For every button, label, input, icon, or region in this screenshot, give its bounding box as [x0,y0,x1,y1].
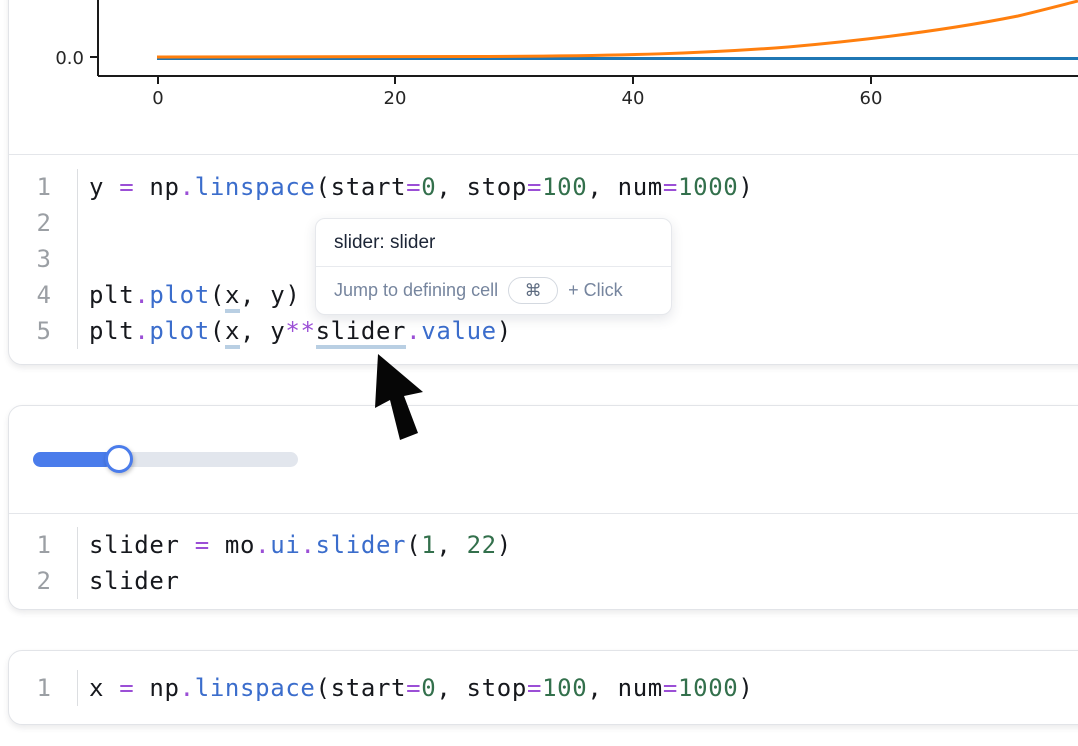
code-line: 1 slider = mo.ui.slider(1, 22) [9,527,512,563]
line-number: 2 [9,563,78,599]
notebook-cell-x [8,650,1078,725]
code-line-text[interactable]: y = np.linspace(start=0, stop=100, num=1… [89,173,754,201]
code-line: 4 plt.plot(x, y) [9,277,754,313]
code-line: 5 plt.plot(x, y**slider.value) [9,313,754,349]
line-number: 5 [9,313,78,349]
code-line-text[interactable]: x = np.linspace(start=0, stop=100, num=1… [89,674,754,702]
tooltip-action-suffix: + Click [568,280,623,300]
x-tick-label: 60 [860,88,883,109]
code-line: 2 slider [9,563,512,599]
output-code-divider [9,513,1078,514]
x-tick-label: 20 [384,88,407,109]
code-line-text[interactable]: plt.plot(x, y**slider.value) [78,317,512,349]
code-line: 1 y = np.linspace(start=0, stop=100, num… [9,169,754,205]
matplotlib-output: 0.0 0 20 40 60 [55,0,1078,109]
line-number: 3 [9,241,78,277]
code-line-text[interactable]: slider [89,567,180,595]
orange-line-series [156,0,1078,59]
line-number: 1 [9,670,78,706]
slider-fill [33,452,113,467]
code-line: 1 x = np.linspace(start=0, stop=100, num… [9,670,754,706]
line-number: 2 [9,205,78,241]
code-line-text[interactable]: plt.plot(x, y) [78,281,300,313]
code-line: 3 [9,241,754,277]
line-number: 1 [9,169,78,205]
code-line: 2 [9,205,754,241]
output-code-divider [9,154,1078,155]
command-key-icon: ⌘ [508,277,559,304]
code-line-text[interactable]: slider = mo.ui.slider(1, 22) [89,531,512,559]
line-number: 4 [9,277,78,313]
variable-tooltip: slider: slider Jump to defining cell ⌘ +… [315,218,672,315]
tooltip-title: slider: slider [316,219,671,267]
line-number: 1 [9,527,78,563]
slider-handle[interactable] [105,445,133,473]
tooltip-action-label: Jump to defining cell [334,280,499,300]
code-editor-3: 1 x = np.linspace(start=0, stop=100, num… [9,670,754,706]
code-editor-1: 1 y = np.linspace(start=0, stop=100, num… [9,169,754,349]
jump-to-defining-cell-hint: Jump to defining cell ⌘ + Click [316,267,671,314]
mouse-cursor [375,354,423,440]
x-tick-label: 0 [152,88,163,109]
x-tick-label: 40 [622,88,645,109]
code-editor-2: 1 slider = mo.ui.slider(1, 22) 2 slider [9,527,512,599]
notebook-cell-slider [8,405,1078,610]
y-tick-label: 0.0 [55,48,84,69]
